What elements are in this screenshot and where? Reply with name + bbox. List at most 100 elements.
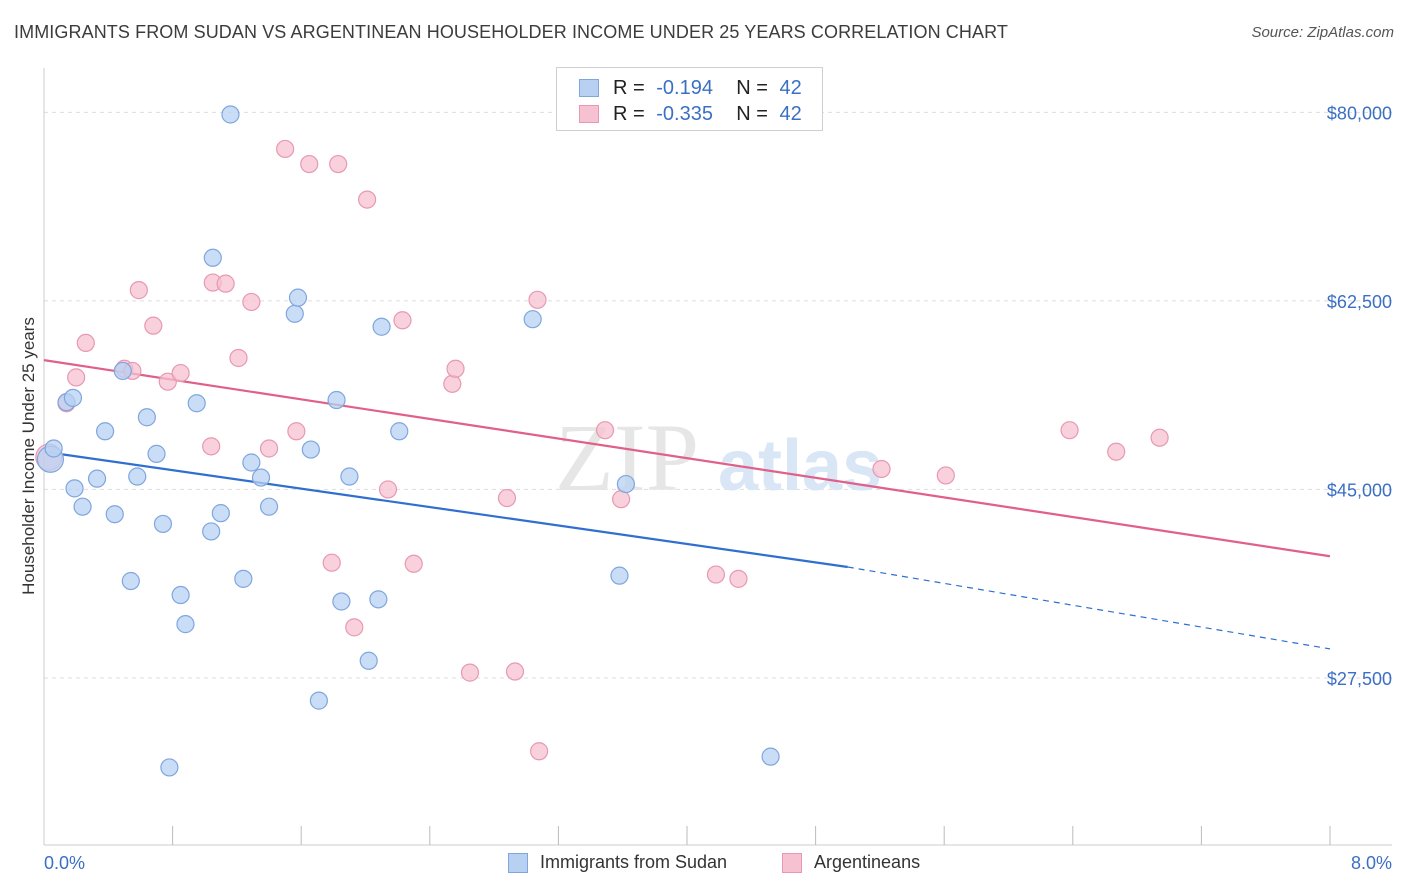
argentineans-point <box>158 372 177 391</box>
argentineans-point <box>446 359 465 378</box>
legend-n-value: 42 <box>779 102 802 125</box>
argentineans-legend-swatch <box>782 852 802 873</box>
x-axis-labels: 0.0% 8.0% <box>44 853 1392 873</box>
sudan-point <box>137 408 156 427</box>
sudan-point <box>202 522 221 541</box>
argentineans-point <box>729 569 748 588</box>
x-tick-label-max: 8.0% <box>1351 853 1392 873</box>
argentineans-point <box>497 488 517 508</box>
sudan-point <box>113 361 132 381</box>
argentineans-point <box>76 333 95 353</box>
legend-n-label: N = <box>736 102 768 125</box>
legend-r-value: -0.194 <box>656 76 713 99</box>
sudan-point <box>288 288 308 307</box>
trend-line <box>43 450 848 569</box>
argentineans-swatch <box>579 105 599 123</box>
argentineans-point <box>259 439 279 458</box>
sudan-point <box>369 590 388 609</box>
argentineans-point <box>443 374 462 393</box>
sudan-point <box>221 105 240 124</box>
sudan-point <box>332 592 351 611</box>
sudan-point <box>211 504 230 523</box>
argentineans-point <box>202 437 221 456</box>
trend-line-extension <box>847 566 1331 650</box>
argentineans-point <box>505 662 525 681</box>
sudan-legend-swatch <box>508 852 528 873</box>
argentineans-point <box>393 311 412 330</box>
sudan-point <box>187 394 206 413</box>
sudan-point <box>327 390 346 410</box>
sudan-point <box>65 479 84 498</box>
sudan-point <box>95 422 115 441</box>
argentineans-point <box>595 421 615 440</box>
sudan-point <box>523 310 542 329</box>
sudan-point <box>616 474 636 494</box>
series-legend-sudan: Immigrants from Sudan <box>508 852 727 873</box>
sudan-point <box>309 691 328 710</box>
y-tick-label: $45,000 <box>1327 480 1392 500</box>
sudan-point <box>359 651 378 670</box>
sudan-point <box>160 758 179 777</box>
argentineans-point <box>276 139 295 159</box>
y-tick-label: $27,500 <box>1327 669 1392 689</box>
argentineans-point <box>706 565 726 584</box>
legend-r-label: R = <box>613 102 645 125</box>
argentineans-point <box>144 316 163 335</box>
argentineans-point <box>460 663 480 682</box>
sudan-point <box>105 505 124 524</box>
sudan-point <box>176 615 195 634</box>
sudan-point <box>203 248 222 267</box>
sudan-point <box>259 497 279 516</box>
sudan-point <box>128 467 147 486</box>
sudan-point <box>63 388 83 407</box>
argentineans-point <box>1107 442 1126 461</box>
sudan-point <box>610 566 629 585</box>
sudan-point <box>761 747 780 766</box>
trend-line <box>43 359 1331 558</box>
sudan-swatch <box>579 79 599 97</box>
argentineans-point <box>936 466 955 485</box>
sudan-point <box>121 571 140 591</box>
trend-lines <box>43 359 1331 650</box>
source-label: Source: ZipAtlas.com <box>1251 24 1394 41</box>
argentineans-point <box>67 368 86 387</box>
correlation-legend: R = -0.194 N = 42 R = -0.335 N = 42 <box>556 67 823 131</box>
gridlines <box>44 111 1392 679</box>
argentineans-point <box>171 363 190 383</box>
series-legend-argentineans: Argentineans <box>782 852 920 873</box>
x-tick-label-min: 0.0% <box>44 853 85 873</box>
argentineans-points <box>35 139 1169 761</box>
argentineans-point <box>345 618 364 637</box>
sudan-point <box>251 468 271 487</box>
argentineans-point <box>300 154 319 174</box>
chart-title: IMMIGRANTS FROM SUDAN VS ARGENTINEAN HOU… <box>14 22 1008 42</box>
sudan-point <box>301 440 320 459</box>
argentineans-point <box>322 553 341 572</box>
sudan-point <box>171 585 190 605</box>
sudan-point <box>153 514 173 534</box>
argentineans-point <box>530 742 549 761</box>
sudan-point <box>340 467 359 486</box>
legend-r-value: -0.335 <box>656 102 713 125</box>
x-axis-ticks <box>172 826 1331 845</box>
legend-n-label: N = <box>736 76 768 99</box>
legend-n-value: 42 <box>779 76 802 99</box>
argentineans-point <box>528 290 547 309</box>
sudan-point <box>87 469 107 488</box>
sudan-point <box>242 453 261 472</box>
argentineans-point <box>216 274 235 293</box>
sudan-point <box>372 317 391 336</box>
argentineans-point <box>358 190 377 209</box>
sudan-points <box>36 105 780 777</box>
series-name: Argentineans <box>814 852 921 872</box>
sudan-point <box>147 444 166 463</box>
y-tick-label: $80,000 <box>1327 103 1392 123</box>
series-name: Immigrants from Sudan <box>540 852 728 872</box>
sudan-point <box>44 439 63 458</box>
y-axis-labels: $27,500 $45,000 $62,500 $80,000 <box>1327 103 1392 689</box>
y-axis-title: Householder Income Under 25 years <box>19 317 38 595</box>
sudan-point <box>285 304 304 323</box>
argentineans-point <box>229 348 248 368</box>
sudan-point <box>390 422 409 441</box>
argentineans-point <box>129 281 148 300</box>
